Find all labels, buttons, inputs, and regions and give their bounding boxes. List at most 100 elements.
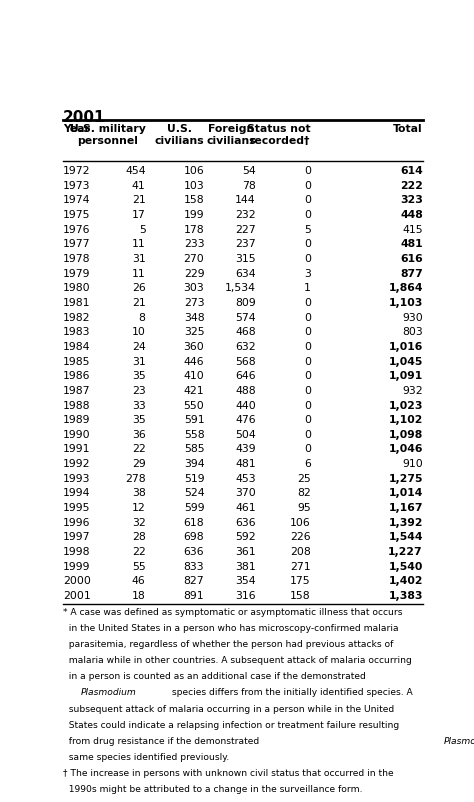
Text: 827: 827: [184, 577, 204, 586]
Text: 1973: 1973: [63, 180, 91, 191]
Text: 29: 29: [132, 460, 146, 469]
Text: 229: 229: [184, 269, 204, 278]
Text: 31: 31: [132, 254, 146, 264]
Text: 1981: 1981: [63, 298, 91, 308]
Text: Plasmodium: Plasmodium: [81, 688, 137, 698]
Text: 10: 10: [132, 327, 146, 338]
Text: 1,392: 1,392: [388, 518, 423, 528]
Text: Foreign
civilians: Foreign civilians: [206, 124, 256, 146]
Text: subsequent attack of malaria occurring in a person while in the United: subsequent attack of malaria occurring i…: [63, 704, 394, 714]
Text: parasitemia, regardless of whether the person had previous attacks of: parasitemia, regardless of whether the p…: [63, 640, 393, 650]
Text: 1989: 1989: [63, 415, 91, 425]
Text: 26: 26: [132, 283, 146, 294]
Text: 0: 0: [304, 444, 311, 455]
Text: 32: 32: [132, 518, 146, 528]
Text: 28: 28: [132, 533, 146, 542]
Text: 0: 0: [304, 327, 311, 338]
Text: 488: 488: [235, 386, 256, 396]
Text: 1997: 1997: [63, 533, 91, 542]
Text: 440: 440: [235, 400, 256, 411]
Text: 1977: 1977: [63, 239, 91, 249]
Text: 315: 315: [235, 254, 256, 264]
Text: 199: 199: [184, 210, 204, 220]
Text: 1992: 1992: [63, 460, 91, 469]
Text: species differs from the initially identified species. A: species differs from the initially ident…: [169, 688, 413, 698]
Text: 1,102: 1,102: [389, 415, 423, 425]
Text: Total: Total: [393, 124, 423, 134]
Text: 21: 21: [132, 196, 146, 205]
Text: in the United States in a person who has microscopy-confirmed malaria: in the United States in a person who has…: [63, 624, 399, 634]
Text: 1,540: 1,540: [389, 561, 423, 572]
Text: 21: 21: [132, 298, 146, 308]
Text: 33: 33: [132, 400, 146, 411]
Text: 1978: 1978: [63, 254, 91, 264]
Text: 233: 233: [184, 239, 204, 249]
Text: 636: 636: [235, 518, 256, 528]
Text: Status not
recorded†: Status not recorded†: [247, 124, 311, 146]
Text: 1,098: 1,098: [389, 430, 423, 439]
Text: 481: 481: [401, 239, 423, 249]
Text: 833: 833: [184, 561, 204, 572]
Text: 636: 636: [184, 547, 204, 557]
Text: 1974: 1974: [63, 196, 91, 205]
Text: 22: 22: [132, 547, 146, 557]
Text: 2000: 2000: [63, 577, 91, 586]
Text: 646: 646: [235, 371, 256, 381]
Text: 1,167: 1,167: [388, 503, 423, 513]
Text: same species identified previously.: same species identified previously.: [63, 753, 229, 762]
Text: 930: 930: [402, 313, 423, 322]
Text: 1994: 1994: [63, 488, 91, 499]
Text: States could indicate a relapsing infection or treatment failure resulting: States could indicate a relapsing infect…: [63, 720, 399, 730]
Text: 17: 17: [132, 210, 146, 220]
Text: 524: 524: [184, 488, 204, 499]
Text: 468: 468: [235, 327, 256, 338]
Text: 360: 360: [183, 342, 204, 352]
Text: 476: 476: [235, 415, 256, 425]
Text: 232: 232: [235, 210, 256, 220]
Text: 0: 0: [304, 166, 311, 176]
Text: 0: 0: [304, 386, 311, 396]
Text: 454: 454: [125, 166, 146, 176]
Text: 0: 0: [304, 254, 311, 264]
Text: 446: 446: [184, 357, 204, 367]
Text: U.S.
civilians: U.S. civilians: [155, 124, 204, 146]
Text: 0: 0: [304, 430, 311, 439]
Text: 54: 54: [242, 166, 256, 176]
Text: 226: 226: [290, 533, 311, 542]
Text: 0: 0: [304, 239, 311, 249]
Text: 361: 361: [235, 547, 256, 557]
Text: 698: 698: [184, 533, 204, 542]
Text: 891: 891: [184, 591, 204, 601]
Text: 1988: 1988: [63, 400, 91, 411]
Text: 18: 18: [132, 591, 146, 601]
Text: 325: 325: [184, 327, 204, 338]
Text: 614: 614: [400, 166, 423, 176]
Text: 41: 41: [132, 180, 146, 191]
Text: 55: 55: [132, 561, 146, 572]
Text: 616: 616: [400, 254, 423, 264]
Text: 1999: 1999: [63, 561, 91, 572]
Text: 323: 323: [400, 196, 423, 205]
Text: 222: 222: [400, 180, 423, 191]
Text: 2001: 2001: [63, 111, 105, 125]
Text: 22: 22: [132, 444, 146, 455]
Text: 1,023: 1,023: [388, 400, 423, 411]
Text: 461: 461: [235, 503, 256, 513]
Text: 0: 0: [304, 342, 311, 352]
Text: 453: 453: [235, 474, 256, 484]
Text: 6: 6: [304, 460, 311, 469]
Text: 303: 303: [183, 283, 204, 294]
Text: 1990s might be attributed to a change in the surveillance form.: 1990s might be attributed to a change in…: [63, 785, 363, 794]
Text: Plasmodium: Plasmodium: [444, 736, 474, 746]
Text: 1972: 1972: [63, 166, 91, 176]
Text: 410: 410: [183, 371, 204, 381]
Text: 599: 599: [184, 503, 204, 513]
Text: 1,103: 1,103: [389, 298, 423, 308]
Text: malaria while in other countries. A subsequent attack of malaria occurring: malaria while in other countries. A subs…: [63, 656, 412, 666]
Text: 1985: 1985: [63, 357, 91, 367]
Text: 1,864: 1,864: [388, 283, 423, 294]
Text: 227: 227: [235, 225, 256, 235]
Text: 421: 421: [184, 386, 204, 396]
Text: 237: 237: [235, 239, 256, 249]
Text: 316: 316: [235, 591, 256, 601]
